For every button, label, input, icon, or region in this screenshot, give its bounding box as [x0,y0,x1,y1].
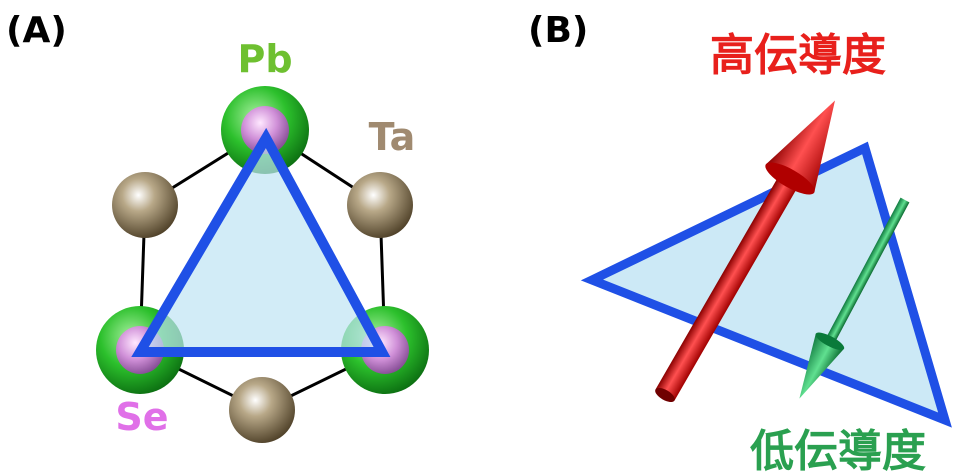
low-arrow [799,197,910,399]
ta-label: Ta [369,115,416,159]
ta-atom [347,172,413,238]
triangle [580,141,952,428]
panel-b: (B) 高伝導度 低伝導度 [528,10,952,475]
panel-label: (A) [6,10,67,51]
ta-atom [112,172,178,238]
low-label: 低伝導度 [750,426,926,475]
high-label: 高伝導度 [710,30,886,81]
panel-a: (A) Pb Ta Se [6,10,429,443]
pb-label: Pb [237,37,292,81]
se-label: Se [115,395,168,439]
high-arrow [655,100,835,402]
ta-atom [229,377,295,443]
panel-label: (B) [528,10,588,51]
triangle [131,127,391,357]
